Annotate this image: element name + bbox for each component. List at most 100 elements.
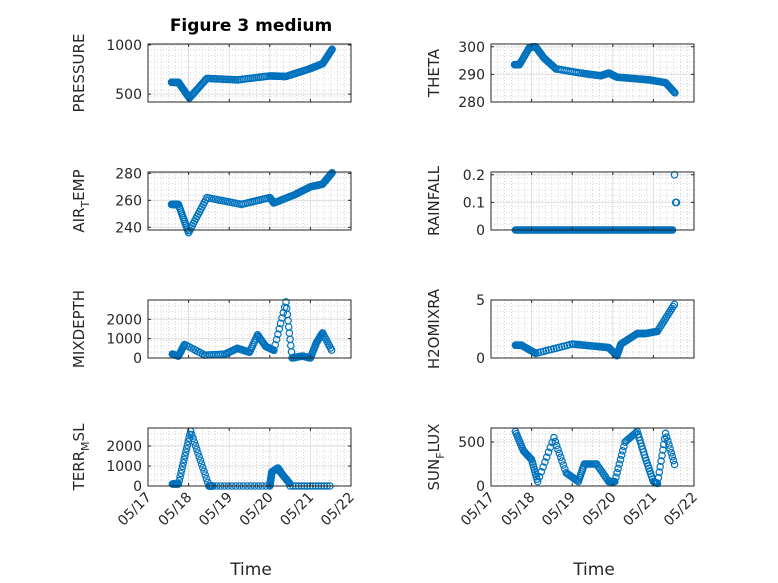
ytick-label: 280 [115,166,142,182]
axes-box [147,43,352,103]
data-point [670,88,678,96]
data-point [544,448,553,457]
data-point [552,441,561,450]
data-point [174,480,183,488]
ytick-label: 0.2 [463,168,485,184]
data-point [670,460,679,469]
major-grid [148,172,351,230]
data-point [667,448,676,457]
ylabel: THETA [425,48,443,98]
minor-grid [491,172,694,230]
ytick-label: 0 [133,351,142,367]
figure-title: Figure 3 medium [170,16,332,36]
data-point [328,169,336,177]
data-point [177,469,185,478]
ytick-label: 0 [476,479,485,495]
ytick-label: 0 [476,351,485,367]
data-point [270,346,278,355]
data-series [510,42,679,97]
ytick-label: 280 [458,95,485,111]
data-point [559,461,568,469]
data-series [511,300,679,360]
data-point [190,438,199,446]
ylabel: TERRMSL [70,423,92,492]
axes-box [490,299,695,359]
data-point [327,169,336,178]
ylabel: AIRTEMP [70,169,92,232]
ylabel: PRESSURE [70,34,88,113]
data-point [555,449,564,458]
data-point [182,448,190,457]
data-point [274,330,282,339]
ytick-label: 1000 [106,459,142,475]
data-point [617,451,626,460]
data-point [176,473,184,481]
data-point [668,452,677,461]
data-point [610,477,619,486]
ytick-label: 2000 [106,312,142,328]
data-point [618,446,627,455]
ytick-label: 5 [476,293,485,309]
axes-box [147,299,352,359]
data-point [271,341,280,349]
data-point [551,437,560,446]
ytick-label: 1000 [106,332,142,348]
data-point [550,63,558,71]
data-point [278,314,286,322]
ylabel: H2OMIXRA [425,288,443,369]
ytick-label: 300 [458,40,485,56]
subplot-2: 280 290 300 THETA [425,40,695,111]
data-point [614,464,623,473]
data-point [189,434,197,443]
axes-box [147,427,352,487]
data-point [542,453,551,462]
data-point [662,433,671,442]
axes-box [490,427,695,487]
data-point [657,457,665,465]
data-point [663,437,672,445]
ylabel: MIXDEPTH [70,290,88,368]
data-point [558,457,566,465]
data-point [180,455,188,464]
axes-box [490,43,695,103]
data-point [672,198,681,207]
xlabel-right: Time [572,560,615,580]
major-grid [491,172,694,230]
data-point [195,452,204,461]
ytick-label: 500 [115,87,142,103]
data-point [655,468,664,477]
data-point [659,446,667,454]
data-point [666,445,674,453]
data-point [188,430,196,439]
data-point [669,456,678,465]
data-point [179,458,188,467]
ytick-label: 1000 [106,38,142,54]
data-series [167,45,336,102]
data-point [613,468,621,477]
data-point [178,462,187,471]
subplot-5: 0 1000 2000 MIXDEPTH [70,290,352,368]
data-point [191,441,200,450]
data-point [197,460,206,468]
ylabel: SUNFLUX [425,424,447,491]
ytick-label: 0 [133,479,142,495]
data-point [670,300,679,309]
data-point [202,474,211,483]
data-point [181,451,189,460]
ytick-label: 240 [115,220,142,236]
data-point [671,89,679,97]
data-point [616,455,625,464]
data-point [200,467,208,476]
data-point [612,473,620,482]
data-point [533,477,542,486]
data-point [326,170,335,179]
data-point [653,479,662,488]
ytick-label: 260 [115,193,142,209]
ytick-label: 290 [458,67,485,83]
axes-box [147,171,352,231]
data-point [272,335,281,344]
axes-box [490,171,695,231]
data-point [327,346,336,354]
xlabel-left: Time [229,560,272,580]
